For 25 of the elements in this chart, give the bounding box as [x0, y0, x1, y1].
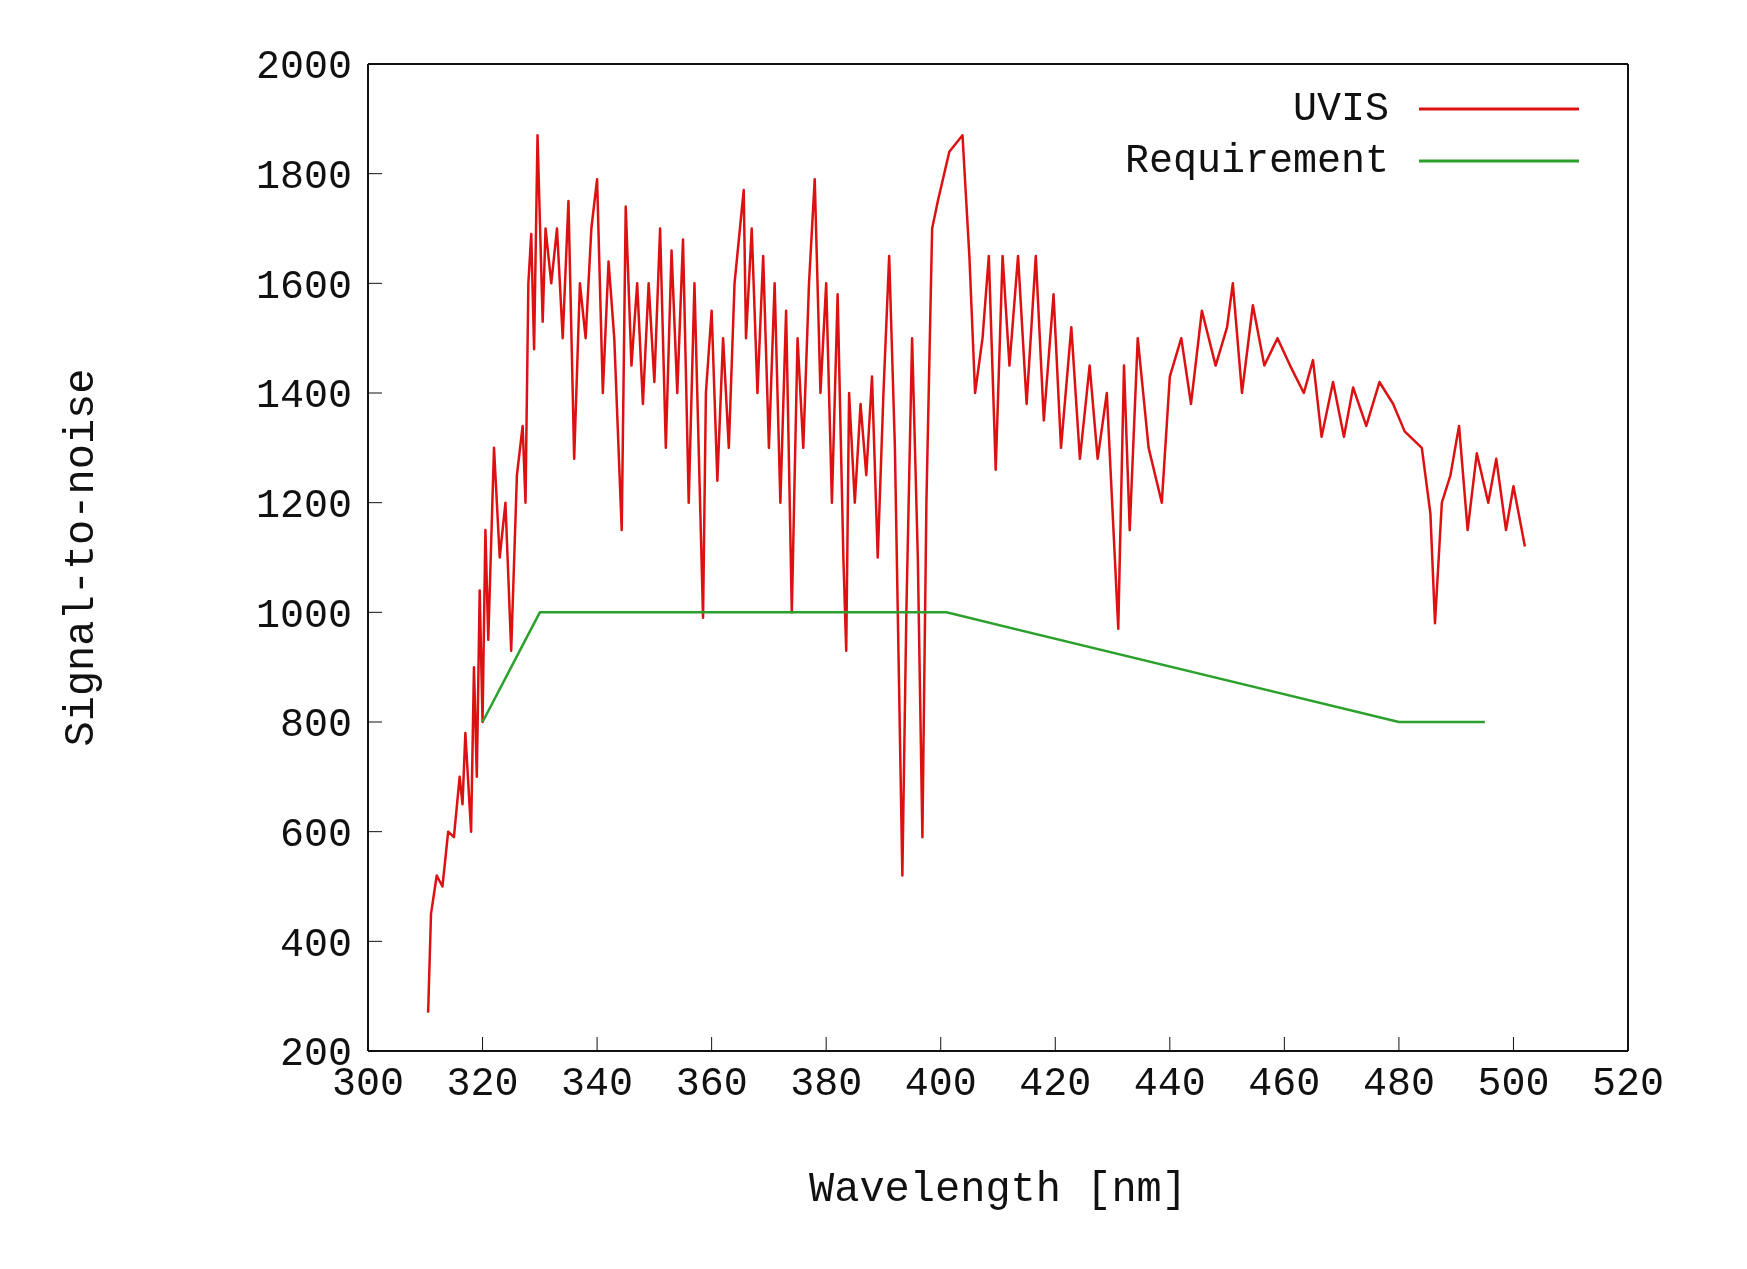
y-axis-title: Signal-to-noise [57, 368, 106, 747]
y-tick-label: 1000 [255, 593, 352, 639]
x-tick-label: 380 [790, 1062, 863, 1108]
y-tick-label: 2000 [255, 45, 352, 91]
x-tick-label: 460 [1248, 1062, 1321, 1108]
x-tick-label: 440 [1133, 1062, 1206, 1108]
y-tick-label: 1600 [255, 264, 352, 310]
x-axis-title: Wavelength [nm] [808, 1166, 1188, 1214]
y-tick-label: 1400 [255, 374, 352, 420]
x-tick-label: 340 [561, 1062, 634, 1108]
legend-label: UVIS [1292, 86, 1389, 132]
x-tick-label: 400 [904, 1062, 977, 1108]
y-tick-label: 800 [279, 703, 352, 749]
x-tick-label: 320 [446, 1062, 519, 1108]
x-tick-label: 520 [1591, 1062, 1665, 1108]
x-tick-label: 480 [1362, 1062, 1435, 1108]
y-tick-label: 400 [279, 922, 352, 968]
legend-label: Requirement [1124, 138, 1389, 184]
x-tick-label: 360 [675, 1062, 748, 1108]
y-tick-label: 600 [279, 812, 352, 858]
x-tick-label: 420 [1019, 1062, 1092, 1108]
y-tick-label: 1800 [255, 154, 352, 200]
line-series [426, 134, 1527, 1014]
x-tick-label: 500 [1477, 1062, 1550, 1108]
y-tick-label: 1200 [255, 483, 352, 529]
